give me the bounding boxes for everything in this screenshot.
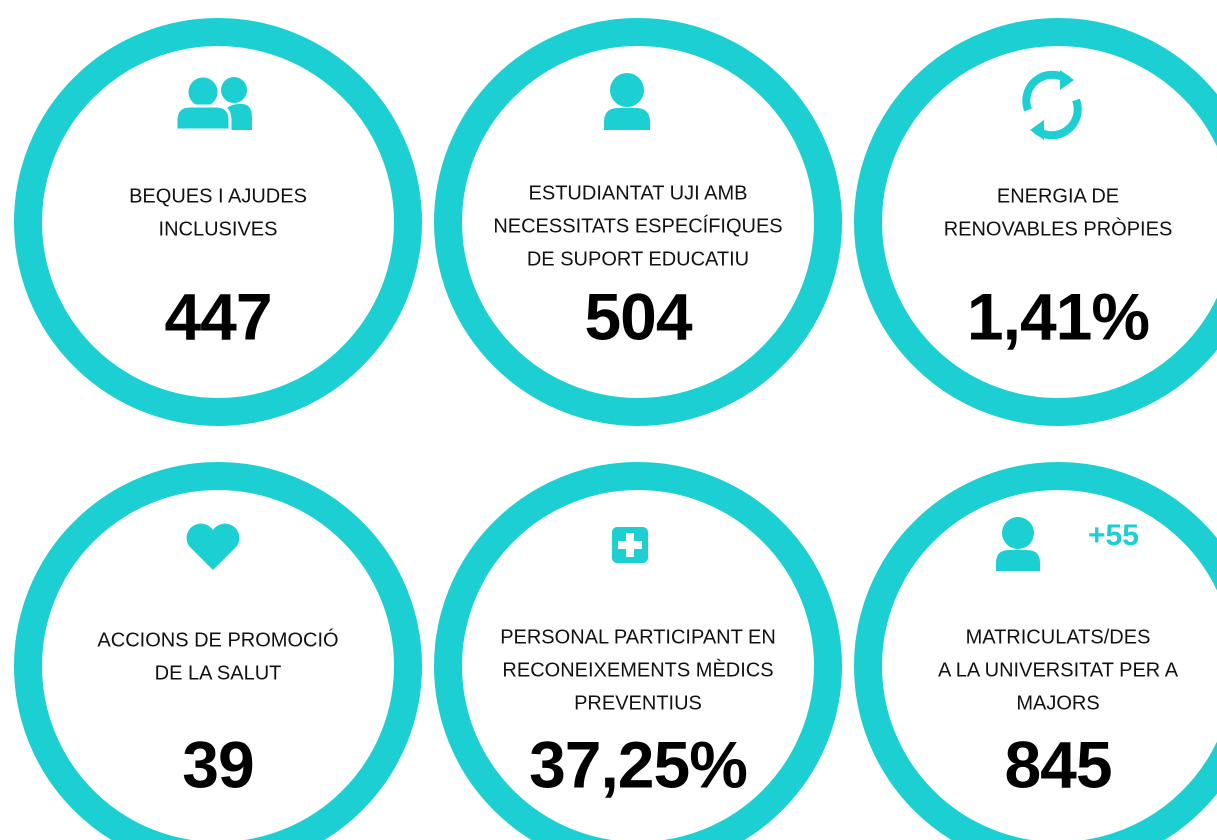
users-icon	[174, 74, 252, 132]
item-label: ESTUDIANTAT UJI AMB	[529, 182, 748, 204]
item-label: ENERGIA DE	[997, 185, 1119, 207]
item-value: 845	[1004, 727, 1111, 801]
health-icon	[612, 527, 648, 563]
item-label: RENOVABLES PRÒPIES	[944, 217, 1173, 240]
item-label: RECONEIXEMENTS MÈDICS	[502, 658, 773, 681]
item-label: DE SUPORT EDUCATIU	[527, 248, 749, 270]
user-icon	[996, 517, 1040, 571]
rings	[14, 18, 1217, 840]
item-label: DE LA SALUT	[155, 662, 282, 684]
item-value: 504	[584, 279, 692, 353]
item-value: 447	[164, 279, 271, 353]
item-label: NECESSITATS ESPECÍFIQUES	[493, 214, 782, 237]
ring	[434, 462, 842, 840]
user-icon	[604, 73, 650, 130]
ring	[14, 18, 422, 426]
ring	[14, 462, 422, 840]
sync-icon	[1022, 70, 1082, 140]
icons	[174, 70, 1082, 571]
item-label: PERSONAL PARTICIPANT EN	[500, 626, 776, 648]
item-label: MATRICULATS/DES	[966, 626, 1151, 648]
ring	[854, 18, 1217, 426]
ring	[434, 18, 842, 426]
item-value: 1,41%	[967, 279, 1149, 353]
item-label: MAJORS	[1016, 692, 1099, 714]
item-label: BEQUES I AJUDES	[129, 185, 307, 207]
ring	[854, 462, 1217, 840]
item-label: A LA UNIVERSITAT PER A	[938, 659, 1179, 681]
item-label: PREVENTIUS	[574, 692, 702, 714]
heart-icon	[186, 523, 240, 570]
item-badge: +55	[1088, 519, 1139, 552]
item-value: 37,25%	[529, 727, 747, 801]
item-label: INCLUSIVES	[159, 218, 278, 240]
item-value: 39	[182, 727, 253, 801]
item-label: ACCIONS DE PROMOCIÓ	[97, 628, 338, 651]
